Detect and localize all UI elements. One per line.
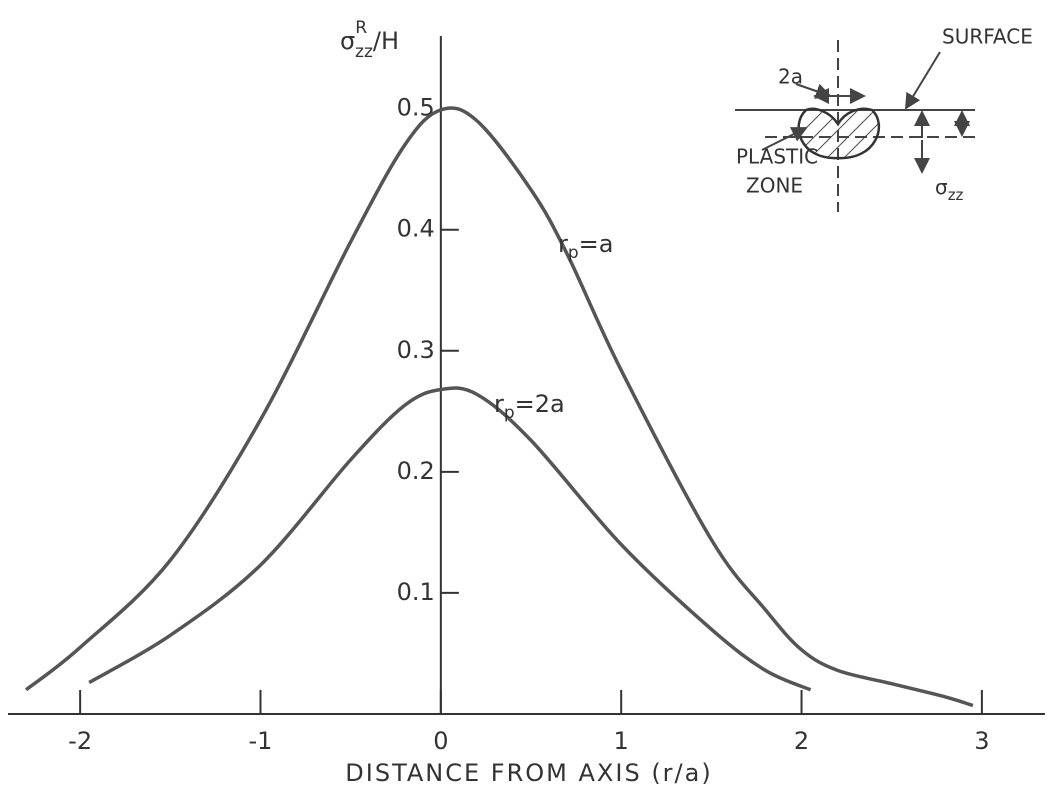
plastic-zone	[797, 107, 881, 160]
stress-base: σ	[935, 175, 948, 199]
ylabel-sup: R	[355, 18, 367, 38]
inset-diagram	[735, 40, 975, 212]
label-sub: p	[568, 243, 579, 263]
stress-sub: zz	[948, 186, 964, 204]
curve-label: rp=a	[558, 230, 614, 263]
x-tick-label: -1	[249, 727, 273, 755]
x-tick-label: 0	[433, 727, 448, 755]
zone-leader	[761, 127, 808, 151]
label-rest: =2a	[515, 390, 565, 418]
curve-label: rp=2a	[494, 390, 565, 423]
y-tick-label: 0.2	[397, 457, 435, 485]
label-base: r	[494, 390, 504, 418]
width-leader	[795, 83, 832, 99]
ylabel-base: σ	[340, 27, 355, 55]
zone-label: PLASTIC	[736, 145, 818, 169]
x-axis-label: DISTANCE FROM AXIS (r/a)	[345, 759, 712, 787]
ylabel-sub: zz	[355, 42, 373, 62]
ylabel-rest: /H	[373, 27, 399, 55]
surface-leader	[904, 51, 941, 110]
surface-label: SURFACE	[942, 25, 1033, 49]
label-base: r	[558, 230, 568, 258]
x-tick-label: 3	[974, 727, 989, 755]
curve	[88, 386, 812, 692]
label-sub: p	[504, 403, 515, 423]
label-rest: =a	[579, 230, 614, 258]
y-axis-label: σR zz/H	[340, 18, 399, 62]
y-tick-label: 0.4	[397, 215, 435, 243]
x-tick-label: 1	[614, 727, 629, 755]
zone-label: ZONE	[746, 174, 803, 198]
width-label: 2a	[778, 65, 803, 89]
x-tick-label: 2	[794, 727, 809, 755]
stress-label: σzz	[935, 175, 964, 204]
curve	[24, 106, 974, 708]
y-tick-label: 0.3	[397, 336, 435, 364]
x-tick-label: -2	[68, 727, 92, 755]
y-tick-label: 0.1	[397, 578, 435, 606]
